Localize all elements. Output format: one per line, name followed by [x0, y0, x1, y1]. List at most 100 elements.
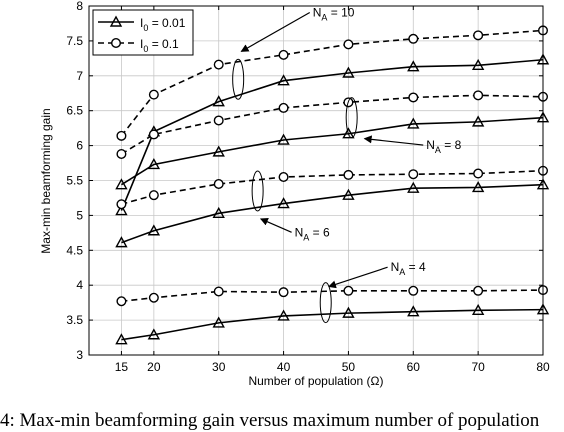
triangle-marker — [407, 117, 420, 129]
na-annotation: NA = 8 — [345, 97, 462, 155]
x-tick-label: 40 — [277, 360, 291, 374]
triangle-marker — [109, 15, 123, 27]
circle-marker — [408, 92, 419, 103]
circle-marker — [473, 30, 484, 41]
circle-marker — [473, 90, 484, 101]
legend-entry: I0 = 0.1 — [98, 37, 179, 54]
triangle-marker — [277, 74, 290, 86]
group-ellipse — [319, 282, 332, 324]
triangle-marker — [342, 306, 355, 318]
triangle-marker — [471, 58, 485, 71]
x-axis-title: Number of population (Ω) — [248, 374, 383, 388]
series-line — [120, 29, 544, 137]
series — [115, 111, 550, 190]
series-line — [120, 58, 544, 211]
group-ellipse — [345, 97, 358, 139]
y-axis-title: Max-min beamforming gain — [39, 108, 53, 253]
y-tick-label: 7 — [76, 69, 83, 83]
circle-marker — [408, 285, 419, 296]
series-line — [121, 289, 544, 303]
triangle-marker — [342, 66, 355, 78]
circle-marker — [473, 168, 484, 179]
y-tick-label: 4.5 — [66, 243, 83, 257]
triangle-marker — [115, 204, 128, 216]
y-tick-label: 6.5 — [66, 104, 83, 118]
triangle-marker — [277, 133, 290, 145]
triangle-marker — [147, 328, 161, 340]
triangle-marker — [471, 115, 485, 127]
series — [116, 285, 549, 307]
y-tick-label: 4 — [76, 278, 83, 292]
circle-marker — [343, 169, 354, 180]
series — [116, 90, 549, 159]
x-tick-label: 20 — [147, 360, 161, 374]
na-label: NA = 6 — [295, 225, 330, 242]
circle-marker — [408, 169, 419, 180]
legend-entry: I0 = 0.01 — [98, 15, 186, 33]
circle-marker — [148, 292, 159, 303]
circle-marker — [116, 199, 127, 210]
legend-label: I0 = 0.01 — [140, 16, 186, 33]
circle-marker — [343, 285, 354, 296]
triangle-marker — [212, 316, 225, 328]
x-tick-label: 80 — [536, 360, 550, 374]
triangle-marker — [147, 224, 161, 236]
figure-caption: 4: Max-min beamforming gain versus maxim… — [0, 410, 540, 431]
series-line — [121, 183, 544, 244]
triangle-marker — [471, 303, 485, 316]
x-tick-label: 50 — [342, 360, 356, 374]
circle-marker — [213, 178, 224, 189]
legend: I0 = 0.01 I0 = 0.1 — [92, 9, 194, 56]
group-ellipse — [251, 170, 264, 212]
triangle-marker — [277, 309, 290, 321]
circle-marker — [213, 59, 224, 70]
y-tick-label: 3.5 — [66, 313, 83, 327]
triangle-marker — [115, 236, 128, 248]
na-label: NA = 8 — [426, 138, 461, 155]
group-ellipse — [232, 58, 245, 100]
series-lines — [115, 25, 550, 345]
y-tick-label: 7.5 — [66, 34, 83, 48]
circle-marker — [278, 49, 289, 60]
triangle-marker — [407, 60, 420, 72]
x-tick-label: 60 — [407, 360, 421, 374]
triangle-marker — [407, 305, 420, 317]
series-line — [121, 94, 544, 155]
circle-marker — [148, 129, 159, 140]
circle-marker — [148, 190, 159, 201]
circle-marker — [343, 39, 354, 50]
series-line — [121, 169, 544, 206]
series — [116, 25, 549, 141]
circle-marker — [278, 102, 289, 113]
triangle-marker — [115, 178, 128, 190]
circle-marker — [473, 285, 484, 296]
arrow — [240, 11, 311, 52]
na-annotation: NA = 6 — [251, 170, 330, 242]
arrow — [328, 266, 388, 289]
legend-label: I0 = 0.1 — [140, 37, 179, 54]
circle-marker — [213, 286, 224, 297]
y-tick-label: 5 — [76, 208, 83, 222]
circle-marker — [278, 172, 289, 183]
circle-marker — [116, 296, 127, 307]
na-annotation: NA = 4 — [319, 260, 426, 324]
circle-marker — [408, 33, 419, 44]
legend-box — [92, 9, 194, 56]
series — [116, 165, 549, 210]
circle-marker — [148, 89, 159, 100]
y-tick-label: 6 — [76, 139, 83, 153]
triangle-marker — [342, 188, 355, 200]
triangle-marker — [115, 333, 128, 345]
arrow — [363, 135, 424, 146]
triangle-marker — [471, 181, 485, 193]
circle-marker — [116, 130, 127, 141]
triangle-marker — [147, 158, 161, 170]
circle-marker — [213, 115, 224, 126]
axis-ticks: 15 20 30 40 50 60 70 80 3 3.5 4 4.5 5 5.5 6 6.5 7 7.5 8 — [66, 0, 550, 374]
series-line — [121, 308, 544, 341]
y-tick-label: 8 — [76, 0, 83, 13]
circle-marker — [110, 38, 121, 49]
y-tick-label: 3 — [76, 348, 83, 362]
